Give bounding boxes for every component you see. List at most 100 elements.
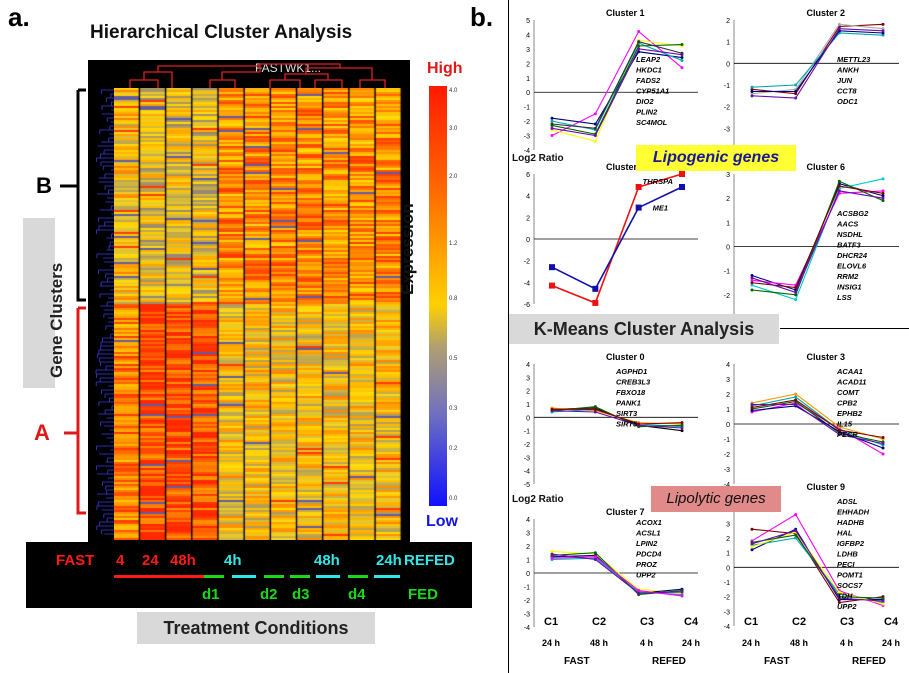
series-line (551, 553, 683, 594)
gene-label: ME1 (653, 204, 668, 213)
data-point (881, 602, 885, 606)
series-line (751, 393, 884, 440)
conditions-bar: FAST 4 24 48h 4h 48h 24h REFED d1 d2 d3 … (26, 542, 472, 608)
scale-high-label: High (427, 60, 463, 77)
y-tick-label: 4 (726, 362, 730, 369)
row-dendrogram (95, 89, 116, 535)
data-point (881, 27, 885, 31)
series-line (751, 534, 884, 599)
data-point (680, 56, 684, 60)
gene-label: CYP51A1 (636, 87, 669, 96)
fast-time-4: 4 (116, 552, 125, 569)
chart-title: Cluster 5 (606, 162, 645, 172)
y-tick-label: -3 (724, 609, 730, 616)
y-tick-label: -2 (724, 105, 730, 112)
refed-time-24h: 24h (376, 552, 402, 569)
gene-label: ACSL1 (635, 529, 661, 538)
gene-label: AGPHD1 (615, 367, 647, 376)
hca-title: Hierarchical Cluster Analysis (90, 22, 353, 43)
y-tick-label: 1 (526, 402, 530, 409)
data-point (637, 422, 641, 426)
column-dendrogram (129, 63, 386, 88)
data-point (680, 43, 684, 47)
fed-day-d4: d4 (348, 586, 366, 603)
gene-label: POMT1 (837, 571, 863, 580)
data-point (837, 179, 841, 183)
y-tick-label: -3 (724, 467, 730, 474)
x-axis-right: C1 C2 C3 C4 24 h 48 h 4 h 24 h FAST REFE… (742, 616, 901, 667)
gene-label: PECI (837, 560, 855, 569)
data-point (593, 407, 597, 411)
fast-label: FAST (56, 552, 95, 569)
x-axis-left: C1 C2 C3 C4 24 h 48 h 4 h 24 h FAST REFE… (542, 616, 701, 667)
series-line (551, 48, 683, 137)
y-tick-label: 0 (526, 415, 530, 422)
cluster-brackets (60, 88, 86, 515)
fast-time-24: 24 (142, 552, 159, 569)
data-point (837, 189, 841, 193)
series-line (552, 408, 683, 425)
data-point (592, 299, 599, 306)
data-point (750, 281, 754, 285)
gene-label: PANK1 (616, 399, 641, 408)
data-point (680, 58, 684, 62)
chart-title: Cluster 7 (606, 507, 645, 517)
y-tick-label: 4 (526, 32, 530, 39)
gene-label: INSIG1 (837, 283, 862, 292)
gene-label: AACS (836, 220, 858, 229)
chart-title: Cluster 2 (807, 8, 846, 18)
data-point (550, 119, 554, 123)
y-tick-label: -3 (524, 612, 530, 619)
data-point (550, 407, 554, 411)
data-point (680, 429, 684, 433)
data-point (837, 590, 841, 594)
y-tick-label: 1 (726, 551, 730, 558)
fast-time-48h: 48h (170, 552, 196, 569)
data-point (680, 594, 684, 598)
y-tick-label: -2 (724, 452, 730, 459)
data-point (679, 171, 685, 177)
gene-label: UPP2 (837, 602, 857, 611)
gene-label: HAL (837, 529, 853, 538)
data-point (794, 403, 798, 406)
data-point (750, 406, 754, 409)
data-point (794, 293, 798, 297)
y-tick-label: 6 (526, 172, 530, 179)
data-point (750, 548, 754, 552)
data-point (881, 596, 885, 600)
gene-label: ACAD11 (836, 378, 866, 387)
refed-label: REFED (404, 552, 455, 569)
gene-label: LSS (837, 293, 852, 302)
data-point (680, 590, 684, 594)
data-point (750, 90, 754, 93)
data-point (837, 22, 841, 26)
panel-a-letter: a. (8, 2, 30, 32)
gene-label: ACSBG2 (836, 209, 869, 218)
lipogenic-genes-label: Lipogenic genes (636, 145, 796, 171)
gene-label: NSDHL (837, 230, 863, 239)
gene-label: EHHADH (837, 508, 870, 517)
series-line (751, 190, 884, 294)
gene-label: SIRT5 (616, 420, 638, 429)
y-tick-label: -4 (724, 624, 730, 631)
data-point (549, 282, 555, 289)
data-point (881, 452, 885, 456)
y-tick-label: -1 (724, 83, 730, 90)
gene-label: CREB3L3 (616, 378, 651, 387)
data-point (593, 551, 597, 555)
series-line (751, 531, 884, 605)
series-line (551, 410, 683, 429)
data-point (680, 66, 684, 70)
data-point (550, 122, 554, 126)
data-point (637, 47, 641, 51)
gene-label: CCT8 (837, 87, 857, 96)
data-point (593, 410, 597, 414)
kmeans-chart-3: Cluster 63210-1-2-3ACSBG2AACSNSDHLBATF3D… (724, 162, 899, 324)
data-point (550, 126, 554, 130)
series-line (751, 400, 884, 443)
row-dendrogram-branches (95, 89, 116, 535)
y-tick-label: 2 (526, 61, 530, 68)
y-tick-label: -2 (524, 119, 530, 126)
y-tick-label: -4 (524, 625, 530, 632)
